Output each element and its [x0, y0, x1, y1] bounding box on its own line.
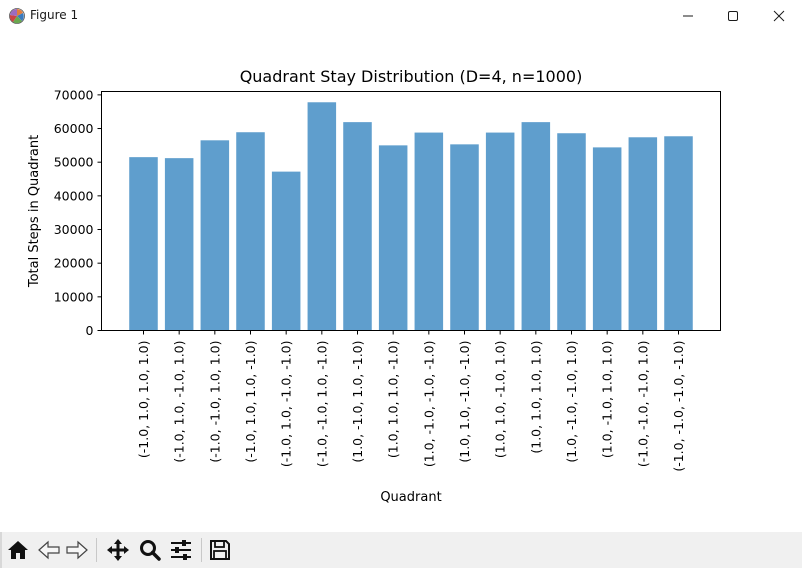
x-tick-label: (1.0, 1.0, -1.0, 1.0)	[493, 341, 508, 459]
arrow-right-icon	[66, 540, 88, 560]
toolbar-separator	[201, 538, 202, 562]
bar	[664, 136, 693, 331]
x-tick-label: (-1.0, 1.0, 1.0, -1.0)	[243, 341, 258, 463]
toolbar-separator	[96, 538, 97, 562]
x-tick-label: (1.0, -1.0, 1.0, -1.0)	[350, 341, 365, 463]
bar	[343, 122, 372, 331]
chart-title: Quadrant Stay Distribution (D=4, n=1000)	[240, 67, 583, 86]
matplotlib-app-icon	[9, 8, 25, 24]
x-tick-label: (1.0, -1.0, -1.0, 1.0)	[564, 341, 579, 463]
x-tick-label: (-1.0, 1.0, -1.0, 1.0)	[172, 341, 187, 463]
bar	[378, 145, 408, 331]
x-tick-label: (-1.0, -1.0, -1.0, 1.0)	[635, 341, 650, 468]
bar	[307, 102, 337, 331]
x-tick-label: (1.0, -1.0, -1.0, -1.0)	[421, 341, 436, 468]
zoom-button[interactable]	[136, 536, 164, 564]
arrow-left-icon	[38, 540, 60, 560]
bar	[200, 140, 230, 331]
forward-button[interactable]	[63, 536, 91, 564]
x-tick-label: (1.0, 1.0, -1.0, -1.0)	[457, 341, 472, 463]
bar	[485, 132, 515, 331]
x-axis-ticks: (-1.0, 1.0, 1.0, 1.0) (-1.0, 1.0, -1.0, 1…	[136, 330, 686, 472]
x-tick-label: (1.0, 1.0, 1.0, -1.0)	[386, 341, 401, 459]
bar	[414, 132, 444, 331]
bar	[628, 137, 658, 331]
x-tick-label: (1.0, 1.0, 1.0, 1.0)	[528, 341, 543, 454]
y-axis-ticks: 0 10000 20000 30000 40000 50000 60000 70000	[54, 87, 102, 338]
y-tick-label: 70000	[54, 87, 94, 102]
bar	[129, 157, 158, 331]
figure-canvas[interactable]: Quadrant Stay Distribution (D=4, n=1000)…	[0, 32, 802, 532]
y-tick-label: 0	[86, 323, 94, 338]
y-tick-label: 30000	[54, 222, 94, 237]
window-title: Figure 1	[30, 8, 79, 22]
y-tick-label: 60000	[54, 121, 94, 136]
y-axis-label: Total Steps in Quadrant	[27, 135, 42, 288]
x-tick-label: (1.0, -1.0, 1.0, 1.0)	[600, 341, 615, 459]
y-tick-label: 50000	[54, 155, 94, 170]
minimize-icon	[683, 15, 693, 17]
x-axis-label: Quadrant	[380, 490, 441, 505]
plot-frame	[101, 91, 721, 331]
close-icon	[773, 10, 785, 22]
back-button[interactable]	[35, 536, 63, 564]
bar	[521, 122, 551, 331]
navigation-toolbar	[0, 532, 802, 568]
bars	[129, 102, 693, 331]
home-icon	[8, 541, 28, 559]
maximize-icon	[728, 11, 738, 21]
bar	[236, 132, 265, 331]
bar	[164, 158, 194, 331]
x-tick-label: (-1.0, -1.0, -1.0, -1.0)	[671, 341, 686, 472]
minimize-button[interactable]	[665, 0, 711, 32]
floppy-disk-icon	[210, 540, 230, 560]
bar	[450, 144, 479, 331]
maximize-button[interactable]	[710, 0, 756, 32]
y-tick-label: 10000	[54, 289, 94, 304]
bar	[557, 133, 586, 331]
sliders-icon	[171, 540, 191, 560]
configure-subplots-button[interactable]	[167, 536, 195, 564]
pan-button[interactable]	[104, 536, 132, 564]
home-button[interactable]	[4, 536, 32, 564]
y-tick-label: 40000	[54, 188, 94, 203]
magnifier-icon	[140, 540, 161, 561]
bar-chart: Quadrant Stay Distribution (D=4, n=1000)…	[27, 67, 721, 505]
y-tick-label: 20000	[54, 256, 94, 271]
toolbar-edge	[0, 532, 2, 568]
move-icon	[107, 539, 129, 561]
save-button[interactable]	[206, 536, 234, 564]
close-button[interactable]	[756, 0, 802, 32]
x-tick-label: (-1.0, -1.0, 1.0, 1.0)	[207, 341, 222, 463]
x-tick-label: (-1.0, -1.0, 1.0, -1.0)	[314, 341, 329, 468]
x-tick-label: (-1.0, 1.0, -1.0, -1.0)	[279, 341, 294, 468]
bar	[271, 171, 301, 331]
x-tick-label: (-1.0, 1.0, 1.0, 1.0)	[136, 341, 151, 459]
bar	[592, 147, 622, 331]
window-titlebar: Figure 1	[0, 0, 802, 32]
